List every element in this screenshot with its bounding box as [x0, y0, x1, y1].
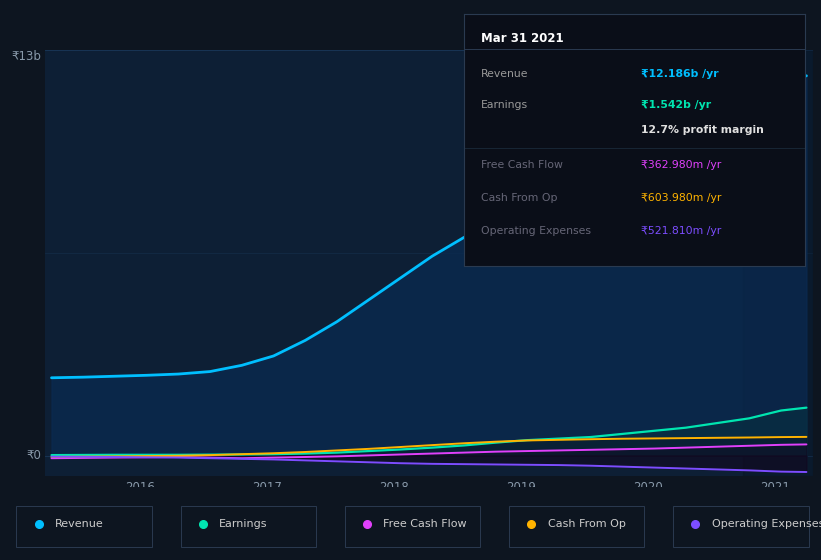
- Text: 12.7% profit margin: 12.7% profit margin: [641, 125, 764, 135]
- Text: Revenue: Revenue: [55, 519, 103, 529]
- Text: Operating Expenses: Operating Expenses: [712, 519, 821, 529]
- Text: Earnings: Earnings: [219, 519, 268, 529]
- Text: ₹521.810m /yr: ₹521.810m /yr: [641, 226, 722, 236]
- Text: Mar 31 2021: Mar 31 2021: [481, 31, 563, 45]
- Text: ₹13b: ₹13b: [11, 50, 41, 63]
- Text: Operating Expenses: Operating Expenses: [481, 226, 591, 236]
- Text: Free Cash Flow: Free Cash Flow: [383, 519, 467, 529]
- Text: Free Cash Flow: Free Cash Flow: [481, 160, 562, 170]
- Text: Cash From Op: Cash From Op: [481, 193, 557, 203]
- Text: Earnings: Earnings: [481, 100, 528, 110]
- Text: ₹0: ₹0: [26, 449, 41, 462]
- Bar: [743, 50, 813, 476]
- Text: Revenue: Revenue: [481, 69, 529, 80]
- Text: ₹1.542b /yr: ₹1.542b /yr: [641, 100, 711, 110]
- Text: ₹12.186b /yr: ₹12.186b /yr: [641, 69, 718, 80]
- Text: Cash From Op: Cash From Op: [548, 519, 626, 529]
- Text: ₹362.980m /yr: ₹362.980m /yr: [641, 160, 722, 170]
- Text: ₹603.980m /yr: ₹603.980m /yr: [641, 193, 722, 203]
